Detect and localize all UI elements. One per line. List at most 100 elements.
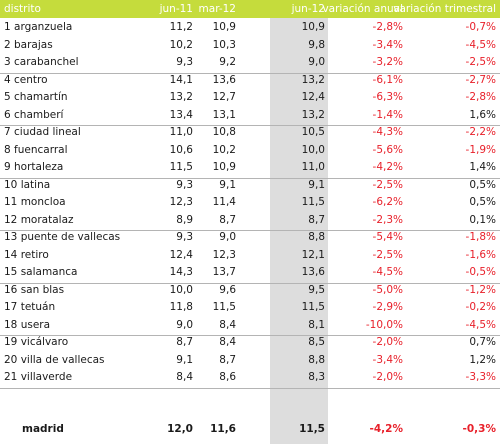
value-mar-12: 12,7 — [212, 91, 236, 103]
variacion-anual: -2,8% — [372, 21, 403, 33]
district-name: 13 puente de vallecas — [4, 231, 121, 243]
header-jun-12: jun-12 — [291, 3, 325, 15]
value-jun-11: 9,3 — [176, 231, 193, 243]
district-name: 19 vicálvaro — [4, 336, 69, 348]
value-jun-12: 9,8 — [308, 38, 325, 51]
value-jun-12: 9,5 — [308, 283, 325, 296]
variacion-anual: -5,6% — [372, 143, 403, 156]
value-jun-12: 10,5 — [301, 126, 325, 138]
variacion-anual: -6,2% — [372, 196, 403, 208]
value-jun-12: 13,2 — [301, 73, 325, 86]
value-jun-12: 8,8 — [308, 231, 325, 243]
table-row: 6 chamberí 13,4 13,1 13,2 -1,4% 1,6% — [0, 107, 500, 124]
district-name: 6 chamberí — [4, 108, 64, 121]
value-mar-12: 12,3 — [212, 248, 236, 261]
district-name: 7 ciudad lineal — [4, 126, 81, 138]
variacion-anual: -4,2% — [372, 161, 403, 173]
table-row: 21 villaverde 8,4 8,6 8,3 -2,0% -3,3% — [0, 369, 500, 386]
value-jun-12: 10,9 — [301, 21, 325, 33]
value-jun-11: 14,1 — [169, 73, 193, 86]
district-name: 4 centro — [4, 73, 48, 86]
header-variacion-anual: variación anual — [322, 3, 403, 15]
header-variacion-trimestral: variación trimestral — [393, 3, 496, 15]
value-jun-11: 9,3 — [176, 56, 193, 68]
variacion-anual: -6,3% — [372, 91, 403, 103]
table-row: 16 san blas 10,0 9,6 9,5 -5,0% -1,2% — [0, 282, 500, 299]
value-jun-12: 8,1 — [308, 318, 325, 331]
district-name: 2 barajas — [4, 38, 53, 51]
variacion-trimestral: -2,7% — [465, 73, 496, 86]
value-mar-12: 8,7 — [219, 213, 236, 226]
district-name: 15 salamanca — [4, 266, 78, 278]
variacion-anual: -2,9% — [372, 301, 403, 313]
value-jun-11: 11,0 — [169, 126, 193, 138]
table-row: 7 ciudad lineal 11,0 10,8 10,5 -4,3% -2,2% — [0, 124, 500, 141]
district-name: 8 fuencarral — [4, 143, 68, 156]
value-jun-12: 11,5 — [301, 196, 325, 208]
value-jun-12: 12,1 — [301, 248, 325, 261]
group-separator — [0, 282, 500, 284]
value-mar-12: 13,6 — [212, 73, 236, 86]
district-name: 14 retiro — [4, 248, 49, 261]
variacion-anual: -2,0% — [372, 336, 403, 348]
table-row: 14 retiro 12,4 12,3 12,1 -2,5% -1,6% — [0, 247, 500, 264]
value-mar-12: 10,3 — [212, 38, 236, 51]
value-jun-11: 10,6 — [169, 143, 193, 156]
table-row: 19 vicálvaro 8,7 8,4 8,5 -2,0% 0,7% — [0, 334, 500, 351]
header-distrito: distrito — [4, 3, 41, 15]
variacion-anual: -6,1% — [372, 73, 403, 86]
table-row: 18 usera 9,0 8,4 8,1 -10,0% -4,5% — [0, 317, 500, 334]
value-jun-11: 11,5 — [169, 161, 193, 173]
header-jun-11: jun-11 — [159, 3, 193, 15]
total-row: madrid 12,0 11,6 11,5 -4,2% -0,3% — [0, 421, 500, 438]
table-row: 3 carabanchel 9,3 9,2 9,0 -3,2% -2,5% — [0, 54, 500, 71]
variacion-trimestral: 0,5% — [469, 196, 496, 208]
district-name: 5 chamartín — [4, 91, 68, 103]
value-jun-11: 13,4 — [169, 108, 193, 121]
total-name: madrid — [22, 423, 64, 435]
table-row: 2 barajas 10,2 10,3 9,8 -3,4% -4,5% — [0, 37, 500, 54]
value-mar-12: 8,6 — [219, 371, 236, 383]
value-jun-11: 8,9 — [176, 213, 193, 226]
group-separator — [0, 335, 500, 336]
table-row: 10 latina 9,3 9,1 9,1 -2,5% 0,5% — [0, 177, 500, 194]
value-jun-11: 10,0 — [169, 283, 193, 296]
variacion-anual: -10,0% — [365, 318, 403, 331]
table-row: 17 tetuán 11,8 11,5 11,5 -2,9% -0,2% — [0, 299, 500, 316]
district-name: 3 carabanchel — [4, 56, 79, 68]
variacion-anual: -2,5% — [372, 178, 403, 191]
variacion-trimestral: -2,8% — [465, 91, 496, 103]
district-name: 17 tetuán — [4, 301, 56, 313]
table-row: 8 fuencarral 10,6 10,2 10,0 -5,6% -1,9% — [0, 142, 500, 159]
variacion-anual: -3,4% — [372, 353, 403, 366]
value-jun-11: 12,3 — [169, 196, 193, 208]
group-separator — [0, 230, 500, 231]
value-mar-12: 11,5 — [212, 301, 236, 313]
value-mar-12: 10,9 — [212, 21, 236, 33]
district-name: 20 villa de vallecas — [4, 353, 105, 366]
total-jun-12: 11,5 — [299, 423, 325, 435]
value-jun-11: 9,3 — [176, 178, 193, 191]
value-jun-12: 12,4 — [301, 91, 325, 103]
value-jun-12: 8,8 — [308, 353, 325, 366]
variacion-anual: -5,0% — [372, 283, 403, 296]
total-variacion-anual: -4,2% — [369, 423, 403, 435]
group-separator — [0, 125, 500, 126]
variacion-anual: -2,3% — [372, 213, 403, 226]
group-separator — [0, 387, 500, 389]
variacion-trimestral: -2,5% — [465, 56, 496, 68]
variacion-trimestral: 0,1% — [469, 213, 496, 226]
value-jun-11: 10,2 — [169, 38, 193, 51]
value-jun-11: 12,4 — [169, 248, 193, 261]
value-jun-12: 8,5 — [308, 336, 325, 348]
value-jun-11: 9,1 — [176, 353, 193, 366]
value-jun-11: 11,2 — [169, 21, 193, 33]
value-jun-12: 10,0 — [301, 143, 325, 156]
value-jun-12: 9,1 — [308, 178, 325, 191]
value-jun-11: 14,3 — [169, 266, 193, 278]
value-mar-12: 9,1 — [219, 178, 236, 191]
value-jun-12: 13,2 — [301, 108, 325, 121]
variacion-trimestral: -0,5% — [465, 266, 496, 278]
variacion-anual: -1,4% — [372, 108, 403, 121]
variacion-trimestral: 0,7% — [469, 336, 496, 348]
